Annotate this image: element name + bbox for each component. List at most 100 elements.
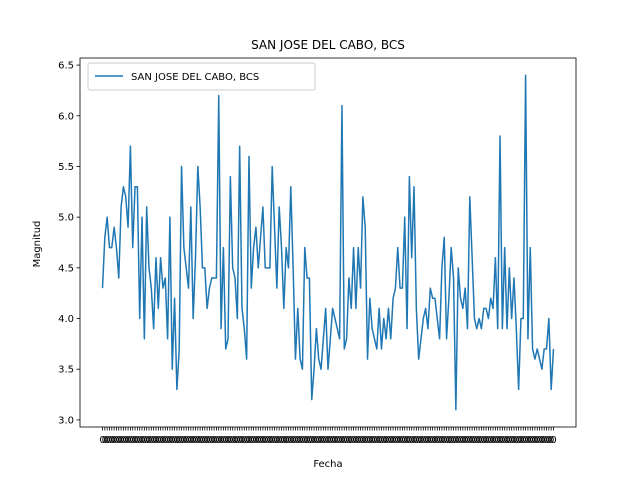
x-tick-label: 0 [441,435,447,446]
x-tick-label: 0 [276,435,282,446]
x-tick-label: 0 [155,435,161,446]
legend-label: SAN JOSE DEL CABO, BCS [131,72,259,83]
x-tick-label: 0 [413,435,419,446]
x-tick-label: 0 [355,435,361,446]
x-tick-label: 0 [223,435,229,446]
x-tick-label: 0 [346,435,352,446]
x-tick-label: 0 [123,435,129,446]
x-tick-label: 0 [255,435,261,446]
x-tick-label: 0 [106,435,112,446]
x-tick-label: 0 [118,435,124,446]
x-tick-label: 0 [464,435,470,446]
x-tick-label: 0 [160,435,166,446]
x-tick-label: 0 [481,435,487,446]
x-tick-label: 0 [127,435,133,446]
x-tick-label: 0 [404,435,410,446]
x-tick-label: 0 [427,435,433,446]
x-tick-label: 0 [357,435,363,446]
x-tick-label: 0 [132,435,138,446]
x-tick-label: 0 [506,435,512,446]
x-tick-label: 0 [229,435,235,446]
x-tick-label: 0 [541,435,547,446]
x-tick-label: 0 [322,435,328,446]
x-tick-label: 0 [274,435,280,446]
x-tick-label: 0 [460,435,466,446]
x-tick-label: 0 [297,435,303,446]
x-tick-label: 0 [529,435,535,446]
x-tick-label: 0 [378,435,384,446]
x-tick-label: 0 [137,435,143,446]
x-tick-label: 0 [290,435,296,446]
y-axis-label: Magnitud [32,221,43,268]
x-tick-label: 0 [236,435,242,446]
x-tick-label: 0 [225,435,231,446]
x-tick-label: 0 [385,435,391,446]
x-tick-label: 0 [248,435,254,446]
x-tick-label: 0 [409,435,415,446]
x-tick-label: 0 [111,435,117,446]
x-tick-label: 0 [190,435,196,446]
x-tick-label: 0 [420,435,426,446]
x-tick-label: 0 [292,435,298,446]
x-tick-label: 0 [439,435,445,446]
x-tick-label: 0 [399,435,405,446]
x-tick-label: 0 [339,435,345,446]
x-tick-label: 0 [443,435,449,446]
x-tick-label: 0 [518,435,524,446]
x-tick-label: 0 [436,435,442,446]
x-tick-label: 0 [376,435,382,446]
x-tick-label: 0 [109,435,115,446]
x-tick-label: 0 [199,435,205,446]
x-tick-label: 0 [550,435,556,446]
x-tick-label: 0 [499,435,505,446]
x-tick-label: 0 [467,435,473,446]
x-tick-label: 0 [153,435,159,446]
x-tick-label: 0 [504,435,510,446]
x-tick-label: 0 [213,435,219,446]
x-tick-label: 0 [371,435,377,446]
x-tick-label: 0 [334,435,340,446]
x-tick-label: 0 [525,435,531,446]
x-tick-label: 0 [250,435,256,446]
x-tick-label: 0 [264,435,270,446]
x-tick-label: 0 [192,435,198,446]
x-tick-label: 0 [411,435,417,446]
x-tick-label: 0 [497,435,503,446]
x-tick-label: 0 [243,435,249,446]
x-tick-label: 0 [285,435,291,446]
x-tick-label: 0 [483,435,489,446]
x-tick-label: 0 [492,435,498,446]
x-tick-label: 0 [534,435,540,446]
x-tick-label: 0 [283,435,289,446]
x-tick-label: 0 [306,435,312,446]
x-tick-label: 0 [515,435,521,446]
x-tick-label: 0 [99,435,105,446]
x-tick-label: 0 [415,435,421,446]
x-tick-label: 0 [130,435,136,446]
x-tick-label: 0 [364,435,370,446]
x-tick-label: 0 [178,435,184,446]
plot-area: 0000000000000000000000000000000000000000… [58,57,577,446]
x-tick-label: 0 [383,435,389,446]
x-tick-label: 0 [183,435,189,446]
x-tick-label: 0 [390,435,396,446]
x-tick-label: 0 [113,435,119,446]
x-tick-label: 0 [469,435,475,446]
x-tick-label: 0 [143,435,149,446]
x-tick-label: 0 [257,435,263,446]
x-tick-label: 0 [169,435,175,446]
x-tick-label: 0 [104,435,110,446]
x-tick-label: 0 [448,435,454,446]
x-tick-label: 0 [202,435,208,446]
x-tick-label: 0 [120,435,126,446]
x-tick-label: 0 [432,435,438,446]
x-tick-label: 0 [522,435,528,446]
x-tick-label: 0 [520,435,526,446]
x-tick-label: 0 [311,435,317,446]
x-tick-label: 0 [125,435,131,446]
x-tick-label: 0 [476,435,482,446]
x-tick-label: 0 [478,435,484,446]
x-tick-label: 0 [457,435,463,446]
x-tick-label: 0 [271,435,277,446]
x-tick-label: 0 [490,435,496,446]
